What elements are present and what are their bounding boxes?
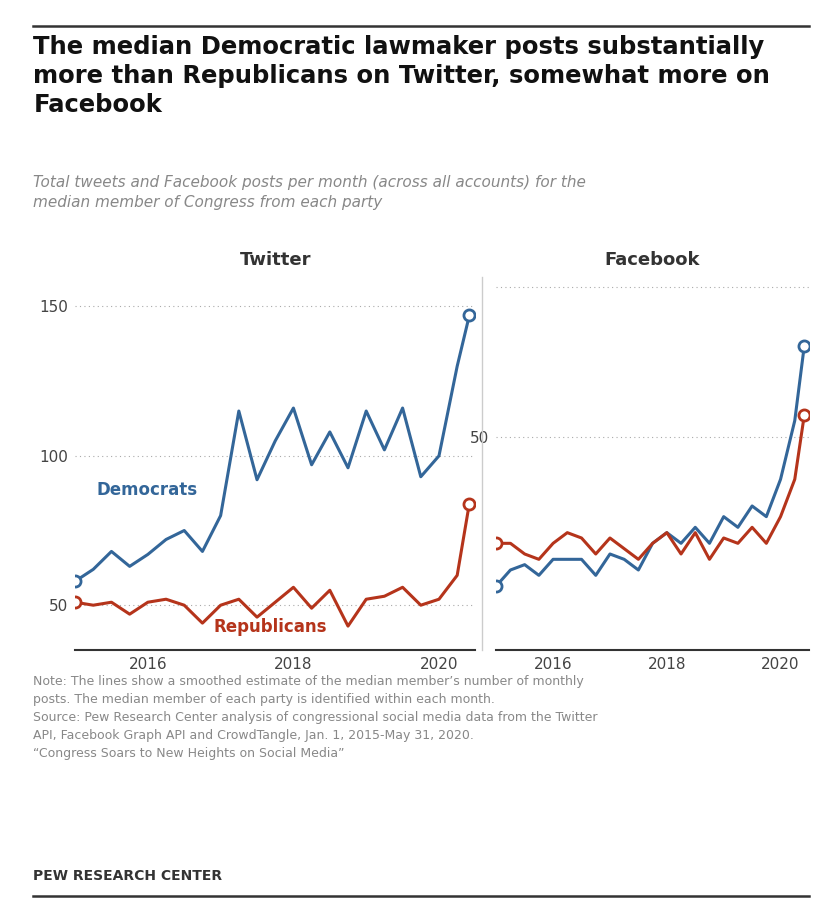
Text: Republicans: Republicans: [214, 618, 327, 636]
Title: Twitter: Twitter: [239, 252, 311, 269]
Text: The median Democratic lawmaker posts substantially
more than Republicans on Twit: The median Democratic lawmaker posts sub…: [33, 35, 771, 116]
Text: Democrats: Democrats: [97, 480, 198, 499]
Title: Facebook: Facebook: [605, 252, 701, 269]
Text: Total tweets and Facebook posts per month (across all accounts) for the
median m: Total tweets and Facebook posts per mont…: [33, 175, 586, 210]
Text: PEW RESEARCH CENTER: PEW RESEARCH CENTER: [33, 869, 223, 882]
Text: Note: The lines show a smoothed estimate of the median member’s number of monthl: Note: The lines show a smoothed estimate…: [33, 675, 598, 760]
